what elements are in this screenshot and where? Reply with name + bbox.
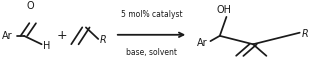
Text: base, solvent: base, solvent [126,48,177,57]
Text: OH: OH [216,5,231,15]
Text: +: + [56,29,67,42]
Text: Ar: Ar [196,38,207,48]
Text: R: R [100,35,107,45]
Text: H: H [43,41,50,51]
Text: R: R [302,29,308,39]
Text: O: O [26,1,34,11]
Text: Ar: Ar [2,31,12,41]
Text: 5 mol% catalyst: 5 mol% catalyst [121,10,182,19]
